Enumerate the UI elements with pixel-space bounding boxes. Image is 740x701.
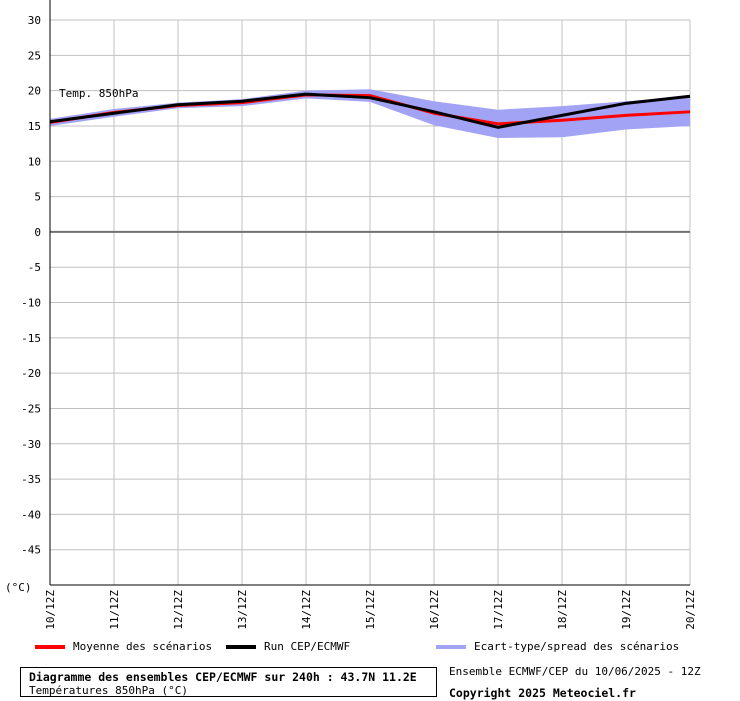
- x-tick-label: 18/12Z: [556, 590, 569, 630]
- legend-item-spread: Ecart-type/spread des scénarios: [436, 640, 679, 653]
- legend-swatch-mean: [35, 644, 65, 649]
- x-tick-label: 19/12Z: [620, 590, 633, 630]
- y-tick-label: 15: [28, 120, 41, 133]
- y-tick-label: -25: [21, 402, 41, 415]
- y-tick-label: -15: [21, 332, 41, 345]
- chart-canvas: 30 25 20 15 10 5 0 -5 -10 -15 -20 -25 -30 -35 -40 -45 10…: [5, 0, 697, 630]
- y-tick-label: 25: [28, 49, 41, 62]
- y-tick-label: -40: [21, 508, 41, 521]
- footer-info: Ensemble ECMWF/CEP du 10/06/2025 - 12Z C…: [449, 665, 739, 701]
- x-tick-label: 20/12Z: [684, 590, 697, 630]
- legend-swatch-run: [226, 644, 256, 649]
- series-lines-layer: [49, 92, 691, 129]
- run-info: Ensemble ECMWF/CEP du 10/06/2025 - 12Z: [449, 665, 701, 678]
- axes: 30 25 20 15 10 5 0 -5 -10 -15 -20 -25 -30 -35 -40 -45 10…: [21, 0, 697, 630]
- y-tick-label: 20: [28, 85, 41, 98]
- x-tick-label: 17/12Z: [492, 590, 505, 630]
- y-tick-label: -45: [21, 544, 41, 557]
- legend: Moyenne des scénarios Run CEP/ECMWF Ecar…: [0, 640, 740, 656]
- x-tick-label: 16/12Z: [428, 590, 441, 630]
- y-unit-label: (°C): [5, 581, 32, 594]
- legend-item-mean: Moyenne des scénarios: [35, 640, 212, 653]
- footer-title-box: Diagramme des ensembles CEP/ECMWF sur 24…: [20, 667, 437, 697]
- legend-swatch-spread: [436, 644, 466, 649]
- x-tick-label: 14/12Z: [300, 590, 313, 630]
- chart-annotation: Temp. 850hPa: [59, 87, 138, 100]
- y-tick-label: -20: [21, 367, 41, 380]
- y-tick-label: -10: [21, 297, 41, 310]
- legend-item-run: Run CEP/ECMWF: [226, 640, 350, 653]
- grid: [49, 19, 691, 585]
- legend-label-run: Run CEP/ECMWF: [264, 640, 351, 653]
- y-tick-label: -5: [28, 261, 41, 274]
- y-tick-label: 5: [34, 191, 41, 204]
- series-line-run: [49, 92, 691, 129]
- x-tick-label: 11/12Z: [108, 590, 121, 630]
- footer-title: Diagramme des ensembles CEP/ECMWF sur 24…: [29, 670, 417, 684]
- y-tick-label: -35: [21, 473, 41, 486]
- spread-band: [50, 89, 690, 138]
- copyright: Copyright 2025 Meteociel.fr: [449, 686, 636, 700]
- legend-label-spread: Ecart-type/spread des scénarios: [474, 640, 680, 653]
- x-tick-label: 15/12Z: [364, 590, 377, 630]
- y-tick-label: 10: [28, 155, 41, 168]
- x-tick-label: 10/12Z: [44, 590, 57, 630]
- y-tick-label: 0: [34, 226, 41, 239]
- legend-label-mean: Moyenne des scénarios: [73, 640, 213, 653]
- x-tick-label: 12/12Z: [172, 590, 185, 630]
- x-tick-label: 13/12Z: [236, 590, 249, 630]
- y-tick-label: 30: [28, 14, 41, 27]
- y-tick-label: -30: [21, 438, 41, 451]
- footer-subtitle: Températures 850hPa (°C): [29, 684, 188, 697]
- spread-band-layer: [50, 89, 690, 138]
